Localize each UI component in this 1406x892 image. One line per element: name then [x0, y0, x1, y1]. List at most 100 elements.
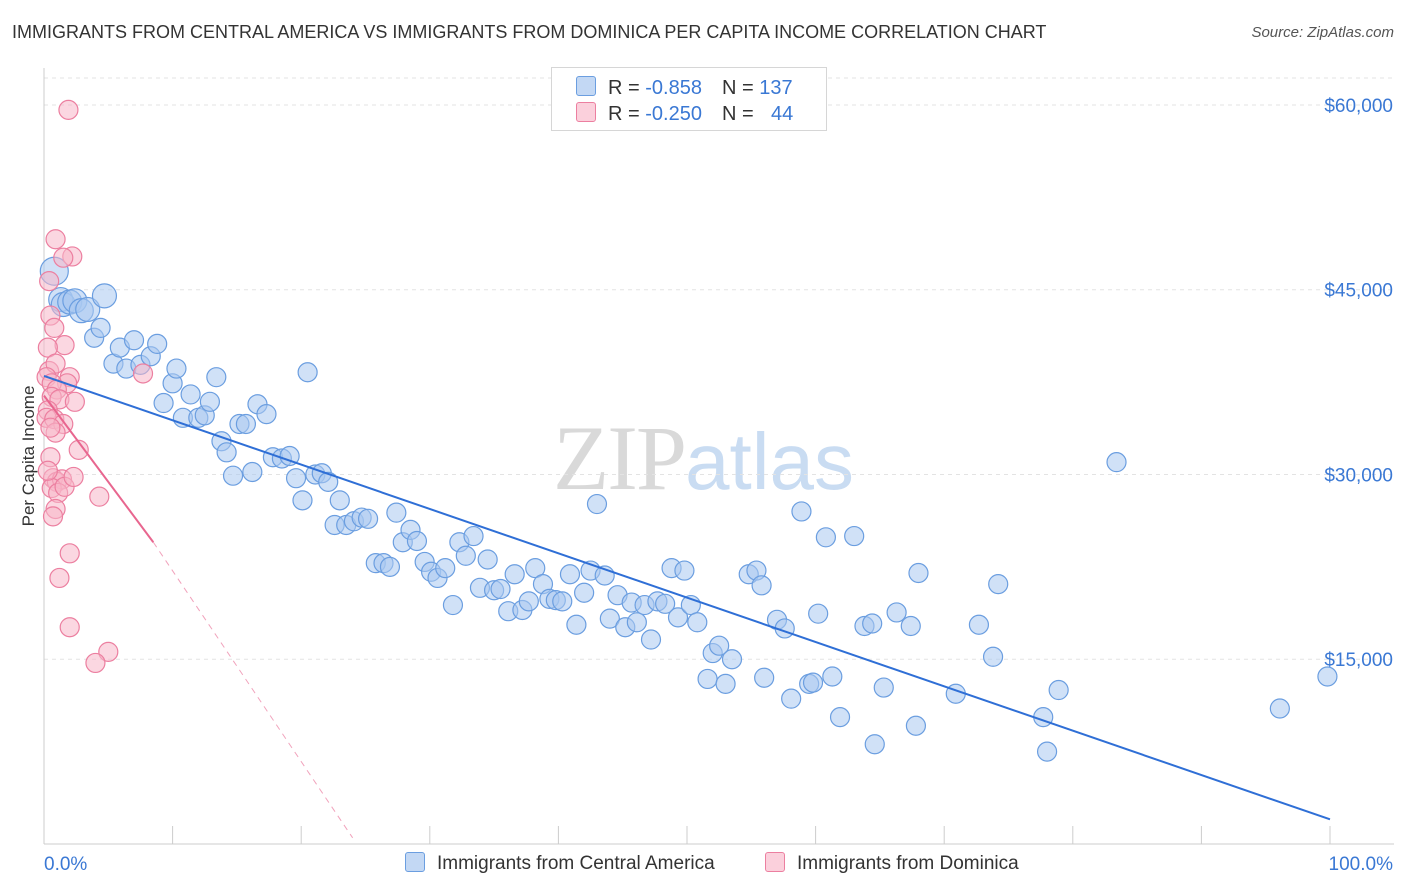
point-central-america: [815, 527, 836, 548]
point-central-america: [566, 614, 587, 635]
point-dominica: [58, 99, 79, 120]
point-central-america: [256, 404, 277, 425]
bottom-legend-label: Immigrants from Central America: [437, 853, 715, 874]
point-central-america: [1048, 679, 1069, 701]
point-central-america: [1317, 666, 1338, 687]
chart-title: IMMIGRANTS FROM CENTRAL AMERICA VS IMMIG…: [12, 22, 1047, 42]
point-central-america: [153, 392, 174, 414]
point-central-america: [640, 629, 662, 650]
point-dominica: [85, 652, 106, 674]
point-central-america: [968, 614, 990, 635]
point-central-america: [199, 391, 220, 412]
point-central-america: [802, 672, 824, 693]
point-central-america: [559, 564, 581, 585]
point-central-america: [90, 317, 111, 338]
point-central-america: [1036, 741, 1058, 762]
point-central-america: [864, 734, 885, 755]
point-central-america: [1106, 452, 1127, 473]
point-central-america: [518, 591, 539, 612]
point-central-america: [435, 557, 456, 579]
point-central-america: [552, 591, 573, 612]
point-central-america: [318, 471, 339, 492]
point-central-america: [754, 667, 775, 688]
point-central-america: [455, 545, 476, 566]
point-central-america: [386, 502, 407, 523]
point-dominica: [49, 567, 70, 589]
legend-swatch-central-america: [576, 76, 596, 96]
source-label: Source: ZipAtlas.com: [1251, 24, 1394, 41]
legend-row-central-america: R = -0.858 N = 137: [576, 76, 793, 100]
point-central-america: [791, 501, 812, 522]
y-tick-label: $30,000: [1324, 465, 1393, 486]
legend-n-value: 44: [770, 103, 794, 125]
y-axis-label: Per Capita Income: [19, 386, 38, 527]
point-central-america: [900, 615, 921, 637]
point-central-america: [490, 578, 511, 600]
point-central-america: [442, 594, 464, 616]
point-central-america: [988, 574, 1009, 595]
point-central-america: [206, 367, 227, 388]
point-dominica: [53, 247, 74, 268]
point-dominica: [59, 617, 80, 638]
point-dominica: [44, 317, 65, 338]
point-central-america: [297, 362, 318, 383]
point-central-america: [222, 465, 244, 486]
point-central-america: [180, 384, 201, 405]
point-dominica: [89, 486, 110, 507]
bottom-legend-swatch-central-america: [405, 852, 425, 872]
point-dominica: [59, 543, 80, 564]
point-central-america: [477, 549, 498, 570]
point-central-america: [235, 413, 257, 435]
point-central-america: [829, 707, 851, 728]
watermark: ZIPatlas: [553, 405, 854, 511]
point-central-america: [781, 688, 802, 709]
point-central-america: [674, 560, 695, 581]
point-dominica: [40, 417, 61, 438]
point-dominica: [63, 466, 84, 488]
point-central-america: [862, 613, 883, 634]
point-central-america: [242, 461, 263, 483]
watermark-atlas: atlas: [685, 417, 854, 506]
legend-row-dominica: R = -0.250 N = 44: [576, 102, 793, 126]
point-central-america: [75, 296, 101, 323]
legend-n-label: N =: [721, 103, 760, 125]
point-central-america: [655, 593, 676, 614]
point-central-america: [982, 646, 1004, 667]
point-dominica: [39, 270, 60, 292]
point-central-america: [329, 490, 350, 511]
bottom-legend-swatch-dominica: [765, 852, 785, 872]
point-central-america: [697, 668, 718, 690]
point-dominica: [98, 641, 119, 662]
point-dominica: [54, 335, 75, 356]
point-central-america: [1269, 698, 1290, 719]
point-central-america: [285, 468, 307, 489]
point-central-america: [279, 445, 300, 467]
point-central-america: [123, 330, 145, 351]
point-dominica: [42, 506, 64, 527]
y-tick-label: $60,000: [1324, 96, 1393, 117]
point-central-america: [166, 358, 187, 379]
trendline-dominica-extension: [152, 541, 354, 839]
point-central-america: [574, 582, 595, 603]
point-dominica: [64, 391, 85, 412]
point-central-america: [844, 525, 865, 547]
point-central-america: [721, 649, 743, 670]
legend-swatch-dominica: [576, 102, 596, 122]
watermark-zip: ZIP: [553, 407, 687, 509]
point-central-america: [808, 603, 829, 624]
point-central-america: [626, 612, 647, 633]
point-central-america: [667, 607, 689, 628]
point-dominica: [68, 439, 89, 460]
point-central-america: [406, 530, 428, 552]
y-tick-label: $15,000: [1324, 650, 1393, 671]
trendline-central-america: [43, 374, 1331, 821]
point-central-america: [905, 715, 927, 736]
point-dominica: [132, 363, 154, 384]
point-central-america: [751, 575, 772, 596]
point-central-america: [292, 490, 313, 511]
point-central-america: [908, 562, 929, 584]
point-central-america: [216, 442, 237, 463]
point-central-america: [822, 666, 843, 687]
legend-r-label: R =: [608, 103, 646, 125]
point-dominica: [45, 229, 66, 250]
